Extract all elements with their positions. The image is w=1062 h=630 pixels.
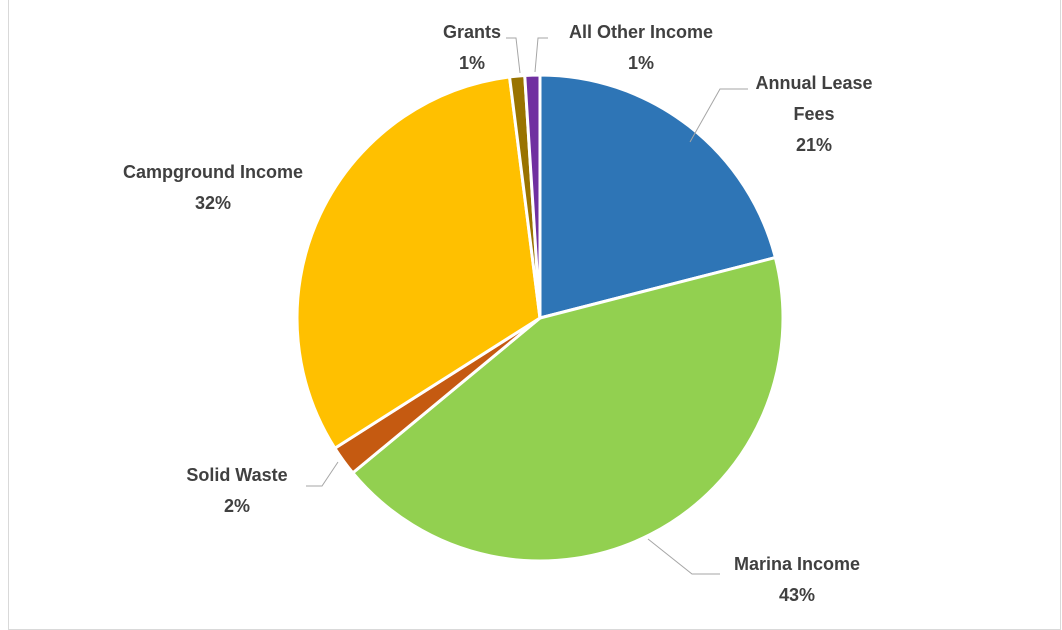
- leader-line-all-other-income: [534, 37, 548, 73]
- data-label-name-all-other-income: All Other Income: [569, 22, 713, 42]
- leader-line-marina-income: [647, 538, 720, 575]
- data-label-percent-solid-waste: 2%: [224, 496, 250, 516]
- pie-slice-marina-income: [351, 256, 785, 563]
- slices-layer: [295, 73, 785, 563]
- data-label-name-solid-waste: Solid Waste: [186, 465, 287, 485]
- data-label-name-annual-lease-fees: Annual Lease: [755, 73, 872, 93]
- data-label-percent-marina-income: 43%: [779, 585, 815, 605]
- leader-line-grants: [506, 37, 521, 74]
- data-label-percent-campground-income: 32%: [195, 193, 231, 213]
- leader-line-solid-waste: [306, 461, 339, 487]
- data-label-name-campground-income: Campground Income: [123, 162, 303, 182]
- data-labels-layer: Annual Lease Fees 21% Marina Income 43% Solid…: [123, 22, 873, 605]
- leader-lines-layer: [306, 37, 748, 575]
- data-label-name-marina-income: Marina Income: [734, 554, 860, 574]
- pie-slice-annual-lease-fees: [538, 73, 777, 320]
- data-label-percent-annual-lease-fees: 21%: [796, 135, 832, 155]
- data-label-name-grants: Grants: [443, 22, 501, 42]
- leader-line-annual-lease-fees: [689, 88, 748, 143]
- data-label-name-annual-lease-fees: Fees: [793, 104, 834, 124]
- pie-slice-all-other-income: [523, 73, 542, 320]
- data-label-percent-grants: 1%: [459, 53, 485, 73]
- pie-slice-campground-income: [295, 75, 542, 450]
- data-label-percent-all-other-income: 1%: [628, 53, 654, 73]
